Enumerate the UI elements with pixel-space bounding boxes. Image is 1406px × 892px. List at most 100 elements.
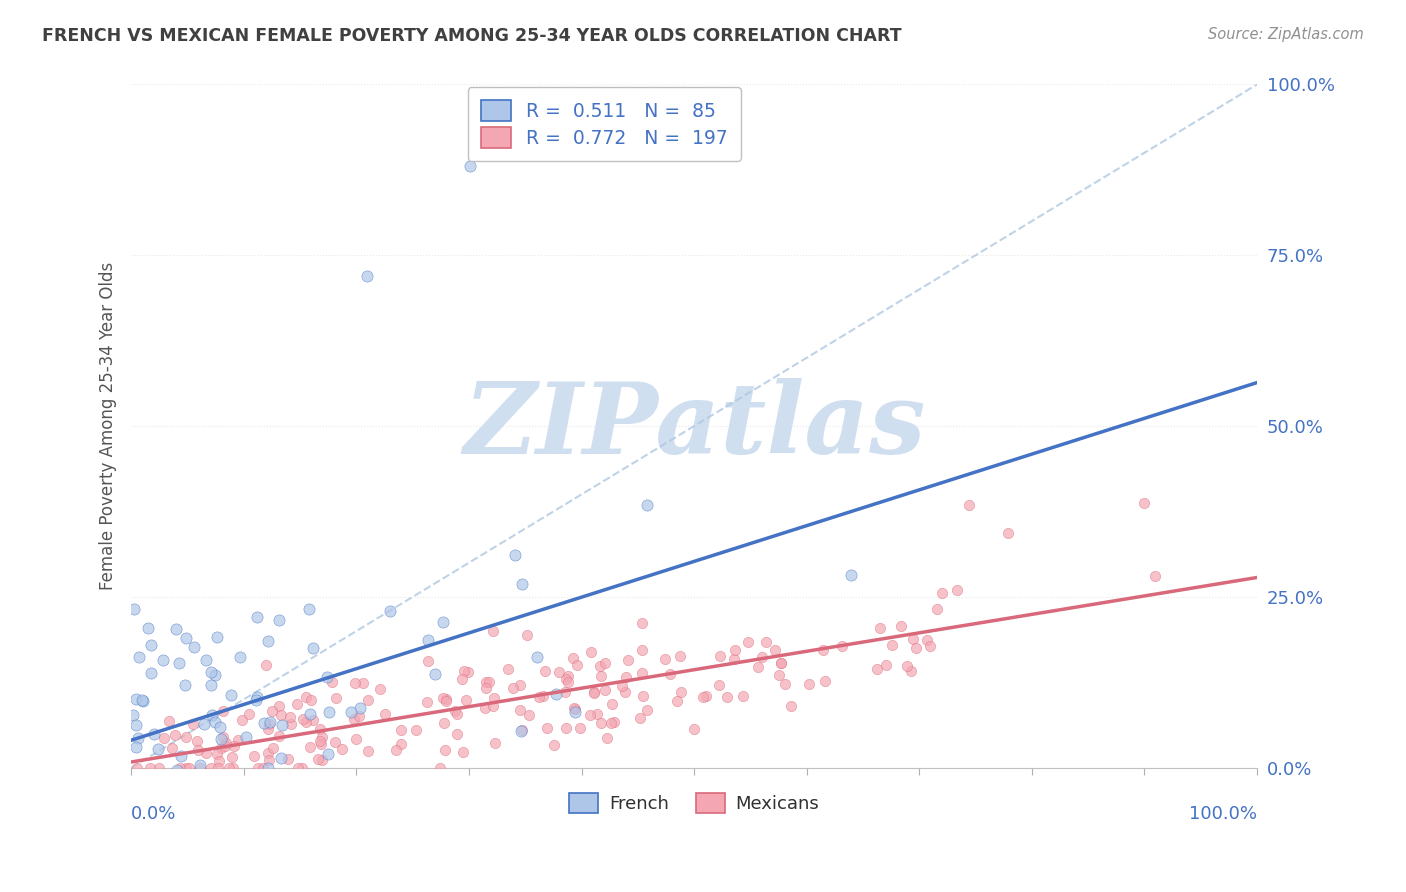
Point [425,667,447,681]
Point [1143,569,1166,583]
Point [222,739,245,753]
Point [295,690,318,704]
Point [208,720,231,734]
Point [557,674,579,689]
Point [187,743,209,757]
Point [212,730,235,744]
Point [557,669,579,683]
Point [152,731,174,745]
Point [526,649,548,664]
Text: 100.0%: 100.0% [1189,805,1257,823]
Point [204,714,226,729]
Point [654,651,676,665]
Point [193,716,215,731]
Point [875,657,897,672]
Point [628,711,651,725]
Point [235,730,257,744]
Point [238,706,260,721]
Point [918,639,941,653]
Point [139,761,162,775]
Point [343,712,366,726]
Point [207,631,229,645]
Point [900,664,922,678]
Point [222,761,245,775]
Point [242,793,264,807]
Point [165,622,187,636]
Point [429,760,451,774]
Point [349,709,371,723]
Point [299,693,322,707]
Point [527,690,550,705]
Point [142,727,165,741]
Point [588,659,610,673]
Point [633,689,655,703]
Point [813,643,835,657]
Point [280,710,302,724]
Point [207,754,229,768]
Text: 0.0%: 0.0% [131,805,177,823]
Point [880,638,903,652]
Point [496,662,519,676]
Point [610,679,633,693]
Text: ZIPatlas: ZIPatlas [463,378,925,475]
Point [482,699,505,714]
Point [201,708,224,723]
Point [165,806,187,821]
Point [257,753,280,767]
Point [519,708,541,723]
Point [839,567,862,582]
Point [124,842,146,856]
Point [325,735,347,749]
Point [169,656,191,670]
Point [564,702,586,716]
Point [132,694,155,708]
Point [254,658,277,673]
Point [170,748,193,763]
Point [671,685,693,699]
Point [270,707,292,722]
Point [173,678,195,692]
Point [890,619,912,633]
Point [658,666,681,681]
Point [153,839,176,854]
Point [378,604,401,618]
Point [595,657,617,671]
Point [174,730,197,744]
Point [166,763,188,777]
Point [631,615,654,630]
Point [259,717,281,731]
Point [209,741,232,756]
Point [567,658,589,673]
Point [446,706,468,721]
Point [188,761,211,775]
Point [291,712,314,726]
Point [165,728,187,742]
Point [478,675,501,690]
Point [269,729,291,743]
Point [509,678,531,692]
Point [349,700,371,714]
Point [581,645,603,659]
Point [716,690,738,705]
Point [204,668,226,682]
Point [246,690,269,705]
Point [214,735,236,749]
Point [389,723,412,737]
Point [231,713,253,727]
Point [257,634,280,648]
Point [181,716,204,731]
Point [799,677,821,691]
Point [457,665,479,680]
Point [214,739,236,753]
Point [207,761,229,775]
Point [221,689,243,703]
Point [212,704,235,718]
Point [179,761,201,775]
Point [212,770,235,784]
Point [200,678,222,692]
Point [569,721,592,735]
Point [724,642,747,657]
Point [433,716,456,731]
Point [636,498,658,512]
Point [869,621,891,635]
